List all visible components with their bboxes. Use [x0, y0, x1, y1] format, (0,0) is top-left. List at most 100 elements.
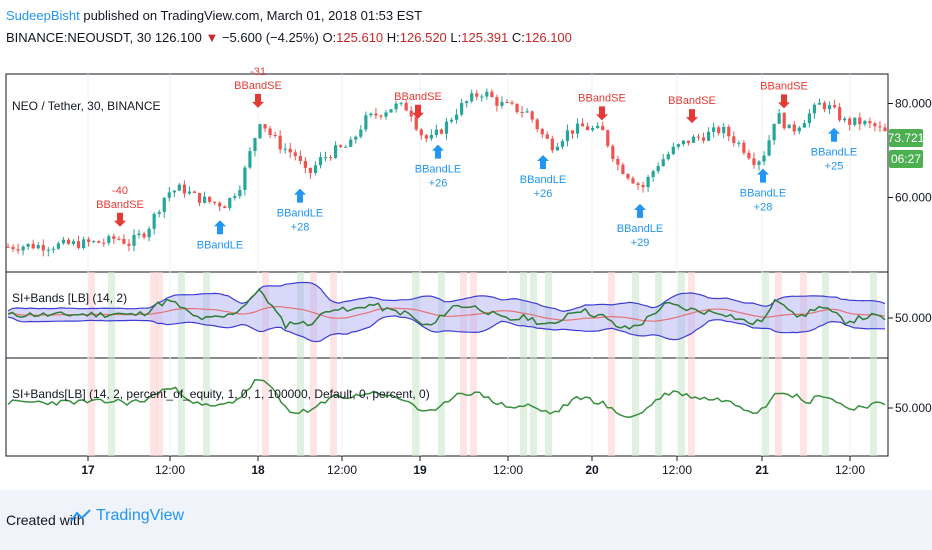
candle-body: [107, 236, 111, 243]
high-label: H:: [386, 30, 400, 45]
time-axis: 17 12:00 18 12:00 19 12:00 20 12:00 21 12:00: [81, 456, 865, 477]
candle-body: [596, 125, 600, 129]
candle-body: [278, 135, 282, 150]
candle-body: [429, 134, 433, 139]
candle-body: [6, 246, 10, 248]
si-line: [7, 288, 886, 330]
candle-body: [26, 243, 30, 247]
sell-signal-label: BBandSE: [760, 80, 808, 92]
chart-area[interactable]: NEO / Tether, 30, BINANCE BBandSE-40BBan…: [0, 0, 932, 490]
red-signal-bar: [156, 272, 163, 456]
eq-tick-label: 50.0000: [895, 401, 932, 415]
candle-body: [339, 145, 343, 147]
buy-signal-label: BBandLE: [740, 188, 786, 200]
candle-body: [394, 103, 398, 110]
candle-body: [565, 130, 570, 142]
x-tick-label: 18: [251, 463, 265, 477]
candle-body: [540, 129, 544, 135]
candle-body: [752, 158, 756, 165]
candle-body: [177, 184, 181, 191]
candle-body: [666, 154, 670, 160]
candle-body: [575, 123, 580, 134]
last-price-badge: [889, 129, 923, 147]
candle-body: [802, 123, 806, 128]
candle-body: [127, 243, 131, 246]
candle-body: [812, 104, 817, 114]
change-text: −5.600 (−4.25%): [221, 30, 319, 45]
candle-body: [313, 165, 318, 173]
candle-body: [122, 238, 126, 244]
author-link[interactable]: SudeepBisht: [6, 8, 80, 23]
candle-body: [722, 126, 726, 134]
candle-body: [470, 93, 474, 102]
candle-body: [288, 148, 292, 153]
candle-body: [460, 103, 464, 115]
candle-body: [233, 196, 237, 198]
red-signal-bar: [262, 272, 269, 456]
last-price-text: 126.100: [154, 30, 202, 45]
candle-body: [213, 201, 217, 203]
high-value: 126.520: [399, 30, 447, 45]
candle-body: [646, 177, 650, 188]
candle-body: [41, 245, 45, 251]
buy-signal-value: +25: [825, 161, 844, 173]
candle-body: [863, 121, 867, 125]
candle-body: [66, 239, 71, 244]
candle-body: [82, 239, 86, 249]
x-tick-label: 19: [413, 463, 427, 477]
publish-line: SudeepBisht published on TradingView.com…: [6, 8, 422, 23]
candle-body: [263, 124, 267, 129]
candle-body: [328, 157, 333, 159]
candle-body: [480, 96, 484, 98]
candle-body: [132, 234, 136, 246]
buy-arrow-icon: [757, 168, 769, 183]
tradingview-logo[interactable]: TradingView: [70, 507, 184, 525]
red-signal-bar: [88, 272, 95, 456]
buy-signal-label: BBandLE: [520, 174, 566, 186]
candle-body: [92, 241, 96, 243]
buy-arrow-icon: [214, 220, 226, 235]
candle-body: [384, 112, 388, 117]
price-pane-title: NEO / Tether, 30, BINANCE: [12, 99, 161, 113]
candle-body: [137, 233, 141, 235]
buy-signal-value: +28: [291, 222, 310, 234]
candle-body: [16, 249, 20, 251]
candle-body: [369, 113, 373, 116]
green-signal-bar: [822, 272, 829, 456]
tradingview-icon: [70, 509, 91, 522]
candle-body: [253, 138, 257, 152]
si-tick-label: 50.0000: [895, 311, 932, 325]
candle-body: [192, 191, 197, 193]
candle-body: [858, 117, 862, 125]
candle-body: [228, 197, 232, 209]
candle-body: [439, 129, 444, 134]
x-tick-label: 12:00: [327, 463, 357, 477]
green-signal-bar: [412, 272, 419, 456]
candle-body: [167, 192, 171, 198]
candle-body: [409, 110, 413, 117]
candle-body: [782, 113, 786, 129]
candle-body: [838, 107, 842, 121]
candle-body: [555, 146, 559, 151]
x-tick-label: 12:00: [662, 463, 692, 477]
candle-body: [691, 136, 696, 143]
low-label: L:: [450, 30, 462, 45]
candle-body: [535, 119, 539, 130]
candle-body: [626, 174, 630, 179]
candle-body: [676, 144, 680, 147]
x-tick-label: 20: [585, 463, 599, 477]
candle-body: [364, 115, 368, 130]
candle-body: [374, 113, 378, 116]
red-signal-bar: [688, 272, 695, 456]
candle-body: [762, 155, 766, 162]
signals: BBandSE -40 BBandLE BBandSE -31 BBandLE +28 BBa…: [96, 66, 857, 251]
buy-signal-label: BBandLE: [277, 208, 323, 220]
candle-body: [475, 93, 479, 97]
si-pane-title: SI+Bands [LB] (14, 2): [12, 291, 127, 305]
lower-band-line: [7, 315, 885, 343]
candle-body: [616, 158, 620, 165]
candle-body: [449, 119, 454, 122]
candle-body: [641, 185, 645, 188]
candle-body: [36, 245, 40, 249]
price-tick-label: 60.000: [895, 191, 932, 205]
